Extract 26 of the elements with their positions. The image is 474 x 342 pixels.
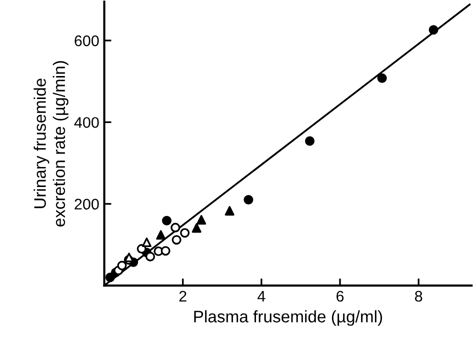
- point: [172, 235, 182, 245]
- point: [304, 136, 315, 146]
- x-axis-title: Plasma frusemide (µg/ml): [194, 310, 382, 326]
- x-tick-label: 4: [258, 290, 266, 302]
- point: [142, 238, 152, 248]
- point: [117, 260, 127, 270]
- point: [156, 230, 166, 240]
- x-tick-label: 8: [415, 290, 422, 302]
- point: [224, 206, 234, 216]
- y-tick-label: 600: [74, 35, 99, 46]
- point: [160, 246, 170, 256]
- point: [196, 215, 206, 225]
- point: [145, 252, 156, 262]
- point: [428, 25, 438, 35]
- point: [244, 195, 254, 205]
- point: [162, 216, 172, 226]
- x-tick-label: 2: [179, 290, 186, 302]
- point: [192, 223, 202, 233]
- y-tick-label: 200: [74, 198, 99, 210]
- point: [136, 244, 146, 254]
- point: [377, 73, 387, 83]
- y-tick-label: 400: [74, 117, 99, 128]
- y-axis-title: Urinary frusemide excretion rate (µg/min): [34, 61, 68, 226]
- point: [180, 228, 190, 238]
- point: [170, 222, 180, 232]
- x-tick-label: 6: [336, 290, 344, 302]
